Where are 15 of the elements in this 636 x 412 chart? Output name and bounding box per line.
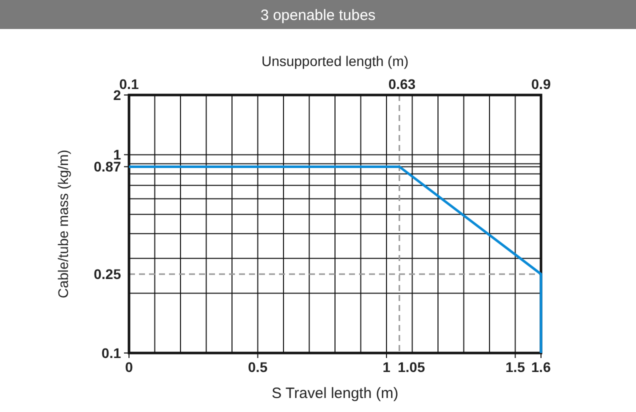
x-tick-label: 0 <box>125 359 134 375</box>
x-axis-title: S Travel length (m) <box>272 385 398 402</box>
ref-line-label: 0.25 <box>94 266 122 282</box>
x2-tick-label: 0.63 <box>388 76 416 92</box>
chart-title: 3 openable tubes <box>260 7 376 24</box>
x2-axis-title: Unsupported length (m) <box>261 53 409 69</box>
y-axis-title: Cable/tube mass (kg/m) <box>55 150 71 298</box>
x-tick-label: 0.5 <box>248 359 268 375</box>
x-tick-label: 1.6 <box>531 359 551 375</box>
x-tick-label: 1.5 <box>506 359 526 375</box>
y-tick-label: 2 <box>113 87 122 103</box>
ref-line-label: 1.05 <box>398 359 426 375</box>
y-tick-label: 0.1 <box>102 345 122 361</box>
x-tick-label: 1 <box>382 359 391 375</box>
x2-tick-label: 0.9 <box>531 76 551 92</box>
